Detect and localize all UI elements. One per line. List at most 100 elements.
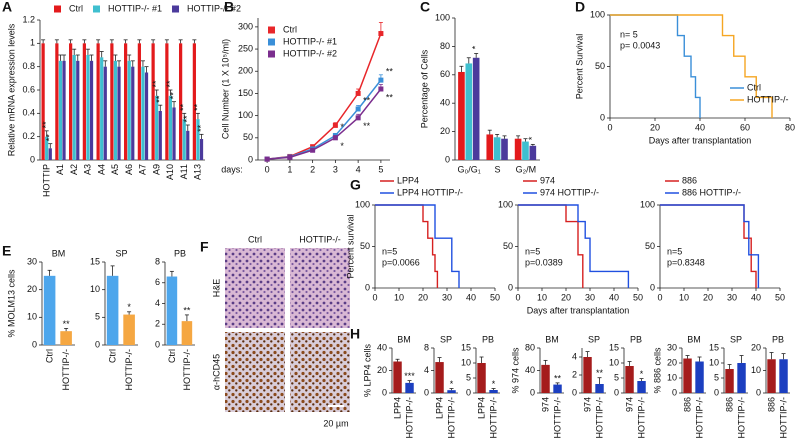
scale-bar-label: 20 µm — [323, 418, 348, 428]
y-tick-label: 50 — [503, 241, 513, 251]
survival-curve — [518, 204, 630, 288]
bar — [55, 43, 59, 161]
y-tick-label: 4 — [155, 298, 160, 308]
x-tick-label: 886 — [766, 397, 776, 412]
x-tick-label: 30 — [442, 292, 452, 302]
significance: * — [340, 141, 344, 151]
x-tick-label: 974 — [624, 397, 634, 412]
x-tick-label: HOTTIP-/- — [736, 397, 746, 438]
legend-label: HOTTIP-/- #2 — [187, 3, 241, 13]
survival-curve — [610, 14, 773, 118]
micrograph — [290, 248, 350, 328]
panel-label: G — [350, 177, 361, 193]
legend-label: HOTTIP-/- #1 — [283, 36, 337, 46]
y-tick-label: 15 — [90, 256, 100, 266]
legend-swatch — [54, 5, 61, 13]
y-tick-label: 20 — [27, 284, 37, 294]
survival-curve — [375, 204, 439, 288]
bar — [553, 384, 562, 393]
x-tick-label: 40 — [695, 122, 705, 132]
subplot-title: PB — [174, 248, 186, 258]
y-tick-label: 40 — [440, 98, 450, 108]
bar — [110, 43, 114, 161]
bar — [181, 321, 193, 345]
y-tick-label: 5 — [95, 312, 100, 322]
significance: ** — [63, 319, 71, 329]
y-tick-label: 4 — [424, 365, 429, 375]
subplot-title: PB — [482, 334, 494, 344]
x-tick-label: HOTTIP-/- — [488, 397, 498, 438]
bar — [179, 43, 183, 161]
annotation: n= 5 — [620, 29, 638, 39]
x-tick-label: LPP4 — [476, 397, 486, 419]
bar — [199, 139, 204, 160]
significance: ** — [363, 95, 371, 105]
significance: ** — [363, 121, 371, 131]
y-axis-label: % MOLM13 cells — [6, 269, 16, 338]
bar — [131, 66, 135, 160]
y-tick-label: 200 — [238, 66, 253, 76]
legend-label: HOTTIP-/- #1 — [108, 3, 162, 13]
y-tick-label: 0.6 — [22, 84, 35, 94]
x-tick-label: HOTTIP — [41, 164, 51, 197]
y-tick-label: 10 — [667, 372, 677, 382]
y-tick-label: 5 — [466, 372, 471, 382]
x-tick-label: 10 — [537, 292, 547, 302]
x-tick-label: 40 — [751, 292, 761, 302]
bar — [137, 43, 141, 161]
marker — [287, 154, 293, 160]
y-tick-label: 15 — [609, 342, 619, 352]
x-tick-label: 10 — [679, 292, 689, 302]
x-tick-label: 974 — [582, 397, 592, 412]
x-tick-label: G₂/M — [516, 164, 537, 174]
y-axis-label: Percentage of Cells — [419, 49, 429, 128]
y-tick-label: 20 — [667, 357, 677, 367]
bar — [165, 43, 169, 161]
significance: ** — [165, 80, 175, 88]
significance: ** — [386, 67, 394, 77]
x-tick-label: 50 — [490, 292, 500, 302]
x-tick-label: A13 — [193, 164, 203, 180]
x-tick-label: 0 — [265, 164, 270, 174]
y-tick-label: 50 — [645, 241, 655, 251]
significance: ** — [192, 103, 202, 111]
y-tick-label: 6 — [155, 277, 160, 287]
bar — [725, 369, 734, 393]
y-axis-label: % 974 cells — [510, 347, 520, 394]
bar — [62, 60, 66, 161]
bar — [155, 95, 159, 160]
survival-curve — [375, 204, 460, 288]
bar — [113, 60, 118, 161]
subplot-title: SP — [115, 248, 127, 258]
annotation: n=5 — [525, 246, 540, 256]
y-tick-label: 8 — [155, 256, 160, 266]
y-tick-label: 0 — [445, 154, 450, 164]
y-tick-label: 5 — [614, 372, 619, 382]
bar — [393, 361, 402, 393]
x-tick-label: 974 — [540, 397, 550, 412]
y-tick-label: 1.2 — [22, 14, 35, 24]
y-tick-label: 0 — [32, 339, 37, 349]
bar — [158, 111, 162, 160]
subplot-title: SP — [588, 334, 600, 344]
bar — [168, 95, 173, 160]
y-tick-label: 100 — [355, 199, 370, 209]
y-tick-label: 80 — [525, 342, 535, 352]
panel-label: A — [2, 0, 12, 15]
y-tick-label: 8 — [424, 342, 429, 352]
y-tick-label: 10 — [461, 357, 471, 367]
y-tick-label: 30 — [27, 256, 37, 266]
x-tick-label: LPP4 — [434, 397, 444, 419]
y-tick-label: 30 — [667, 342, 677, 352]
y-tick-label: 60 — [440, 69, 450, 79]
y-tick-label: 300 — [238, 21, 253, 31]
row-label: H&E — [211, 279, 221, 298]
significance: ** — [155, 95, 165, 103]
x-tick-label: A11 — [179, 164, 189, 179]
bar — [595, 384, 604, 393]
significance: ** — [596, 368, 604, 378]
subplot-title: BM — [397, 334, 411, 344]
significance: * — [471, 45, 481, 49]
